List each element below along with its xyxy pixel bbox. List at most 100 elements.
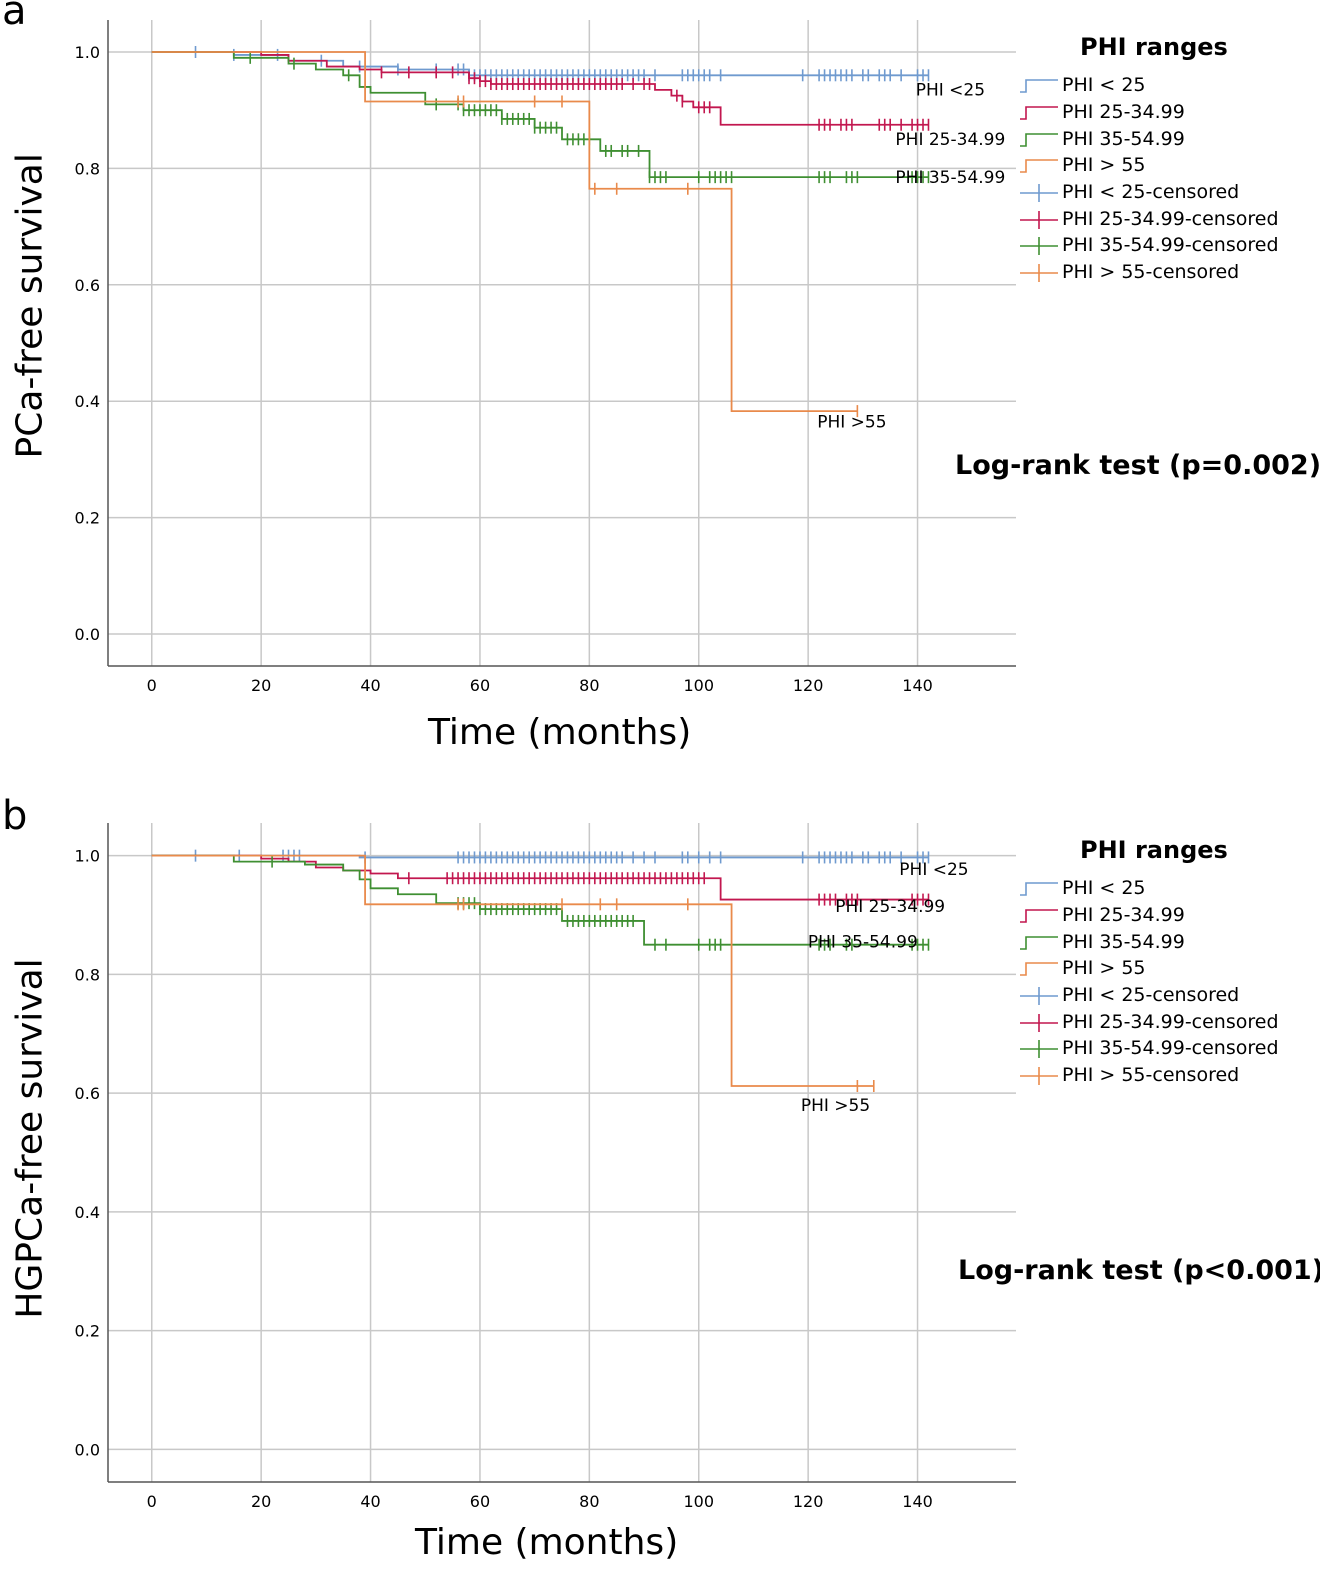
legend-line-swatch bbox=[1020, 159, 1058, 174]
x-tick-label: 80 bbox=[579, 1492, 599, 1511]
x-tick-label: 140 bbox=[902, 676, 933, 695]
legend-item: PHI 25-34.99 bbox=[1018, 902, 1279, 929]
x-tick-label: 140 bbox=[902, 1492, 933, 1511]
series-phi-25-34-99: PHI 25-34.99 bbox=[151, 51, 1005, 150]
series-phi-35-54-99: PHI 35-54.99 bbox=[151, 51, 1005, 188]
legend-censor-swatch bbox=[1020, 184, 1058, 203]
legend-item: PHI 35-54.99-censored bbox=[1018, 1035, 1279, 1062]
y-tick-label: 0.8 bbox=[75, 965, 100, 984]
legend-item: PHI > 55-censored bbox=[1018, 1062, 1279, 1089]
legend-item: PHI 35-54.99-censored bbox=[1018, 232, 1279, 259]
legend-label: PHI < 25 bbox=[1062, 877, 1146, 900]
legend-item: PHI 35-54.99 bbox=[1018, 928, 1279, 955]
x-tick-label: 0 bbox=[147, 676, 157, 695]
y-tick-label: 0.2 bbox=[75, 1322, 100, 1341]
legend-censor-swatch bbox=[1020, 1013, 1058, 1032]
legend-line-swatch bbox=[1020, 909, 1058, 923]
legend-item: PHI 35-54.99 bbox=[1018, 125, 1279, 152]
legend-label: PHI 35-54.99-censored bbox=[1062, 234, 1279, 257]
legend-label: PHI > 55 bbox=[1062, 957, 1146, 980]
gridlines bbox=[108, 20, 1016, 666]
series-end-label: PHI <25 bbox=[899, 860, 968, 880]
x-tick-label: 60 bbox=[470, 1492, 490, 1511]
legend-censor-swatch bbox=[1020, 264, 1058, 283]
x-axis-label: Time (months) bbox=[428, 712, 692, 753]
series-phi-25: PHI <25 bbox=[151, 849, 969, 880]
panel-b: b HGPCa-free survival 0 20 40 60 80 100 120 140… bbox=[0, 793, 1320, 1596]
legend-label: PHI 25-34.99 bbox=[1062, 101, 1185, 124]
x-tick-label: 40 bbox=[360, 676, 380, 695]
log-rank-annotation: Log-rank test (p=0.002) bbox=[955, 450, 1320, 481]
y-tick-label: 0.6 bbox=[75, 276, 100, 295]
legend-item: PHI < 25-censored bbox=[1018, 179, 1279, 206]
legend-item: PHI 25-34.99-censored bbox=[1018, 205, 1279, 232]
legend-censor-swatch bbox=[1020, 987, 1058, 1006]
legend-item: PHI 25-34.99-censored bbox=[1018, 1008, 1279, 1035]
legend-label: PHI 25-34.99-censored bbox=[1062, 207, 1279, 230]
legend-label: PHI 35-54.99 bbox=[1062, 127, 1185, 150]
km-plot: 0 20 40 60 80 100 120 140 0.0 0.2 0.4 0.6 0.8 1.0 PHI … bbox=[75, 823, 1016, 1511]
km-plot: 0 20 40 60 80 100 120 140 0.0 0.2 0.4 0.6 0.8 1.0 PHI … bbox=[75, 20, 1016, 695]
y-tick-label: 0.6 bbox=[75, 1084, 100, 1103]
legend-item: PHI > 55 bbox=[1018, 955, 1279, 982]
legend-line-swatch bbox=[1020, 79, 1058, 94]
legend-censor-swatch bbox=[1020, 1040, 1058, 1059]
legend-label: PHI < 25-censored bbox=[1062, 984, 1240, 1007]
legend-label: PHI < 25-censored bbox=[1062, 181, 1240, 204]
legend-title: PHI ranges bbox=[1080, 836, 1228, 864]
survival-step-line bbox=[151, 854, 874, 1087]
panel-letter: b bbox=[2, 793, 28, 839]
legend-item: PHI > 55 bbox=[1018, 152, 1279, 179]
series-end-label: PHI 35-54.99 bbox=[808, 933, 918, 953]
x-tick-label: 40 bbox=[360, 1492, 380, 1511]
legend-label: PHI > 55-censored bbox=[1062, 261, 1240, 284]
legend-label: PHI < 25 bbox=[1062, 74, 1146, 97]
legend-item: PHI < 25 bbox=[1018, 875, 1279, 902]
legend-item: PHI < 25 bbox=[1018, 72, 1279, 99]
survival-step-line bbox=[151, 51, 929, 179]
y-tick-label: 0.4 bbox=[75, 392, 100, 411]
legend-label: PHI > 55 bbox=[1062, 154, 1146, 177]
series-end-label: PHI 25-34.99 bbox=[895, 130, 1005, 150]
log-rank-annotation: Log-rank test (p<0.001) bbox=[958, 1255, 1320, 1286]
x-tick-label: 20 bbox=[251, 676, 271, 695]
gridlines bbox=[108, 823, 1016, 1482]
x-tick-label: 120 bbox=[793, 676, 824, 695]
legend-item: PHI 25-34.99 bbox=[1018, 99, 1279, 126]
y-tick-label: 1.0 bbox=[75, 847, 100, 866]
survival-step-line bbox=[151, 854, 929, 946]
legend: PHI < 25 PHI 25-34.99 PHI 35-54.99 PHI > 55… bbox=[1018, 72, 1279, 286]
legend-line-swatch bbox=[1020, 106, 1058, 120]
y-tick-label: 0.0 bbox=[75, 1440, 100, 1459]
x-tick-label: 100 bbox=[683, 676, 714, 695]
legend-label: PHI 25-34.99-censored bbox=[1062, 1010, 1279, 1033]
series-end-label: PHI >55 bbox=[801, 1096, 870, 1116]
legend-censor-swatch bbox=[1020, 1067, 1058, 1086]
legend-label: PHI > 55-censored bbox=[1062, 1064, 1240, 1087]
y-tick-label: 0.8 bbox=[75, 159, 100, 178]
legend-line-swatch bbox=[1020, 132, 1058, 147]
series-end-label: PHI >55 bbox=[817, 412, 886, 432]
legend-label: PHI 35-54.99 bbox=[1062, 930, 1185, 953]
legend-censor-swatch bbox=[1020, 210, 1058, 229]
y-tick-label: 0.4 bbox=[75, 1203, 100, 1222]
legend-item: PHI < 25-censored bbox=[1018, 982, 1279, 1009]
series-phi-35-54-99: PHI 35-54.99 bbox=[151, 854, 930, 953]
x-tick-label: 20 bbox=[251, 1492, 271, 1511]
series-phi-55: PHI >55 bbox=[151, 51, 887, 432]
series-end-label: PHI 25-34.99 bbox=[835, 897, 945, 917]
x-tick-label: 100 bbox=[683, 1492, 714, 1511]
panel-a: a PCa-free survival 0 20 40 60 80 100 120 140 0.… bbox=[0, 0, 1320, 790]
x-tick-label: 120 bbox=[793, 1492, 824, 1511]
y-tick-label: 0.0 bbox=[75, 625, 100, 644]
y-tick-label: 0.2 bbox=[75, 509, 100, 528]
legend-title: PHI ranges bbox=[1080, 33, 1228, 61]
survival-step-line bbox=[151, 51, 858, 412]
legend-line-swatch bbox=[1020, 882, 1058, 897]
series-end-label: PHI 35-54.99 bbox=[895, 168, 1005, 188]
series-phi-25-34-99: PHI 25-34.99 bbox=[151, 854, 945, 917]
legend-label: PHI 35-54.99-censored bbox=[1062, 1037, 1279, 1060]
legend: PHI < 25 PHI 25-34.99 PHI 35-54.99 PHI > 55… bbox=[1018, 875, 1279, 1089]
legend-item: PHI > 55-censored bbox=[1018, 259, 1279, 286]
series-end-label: PHI <25 bbox=[916, 81, 985, 101]
